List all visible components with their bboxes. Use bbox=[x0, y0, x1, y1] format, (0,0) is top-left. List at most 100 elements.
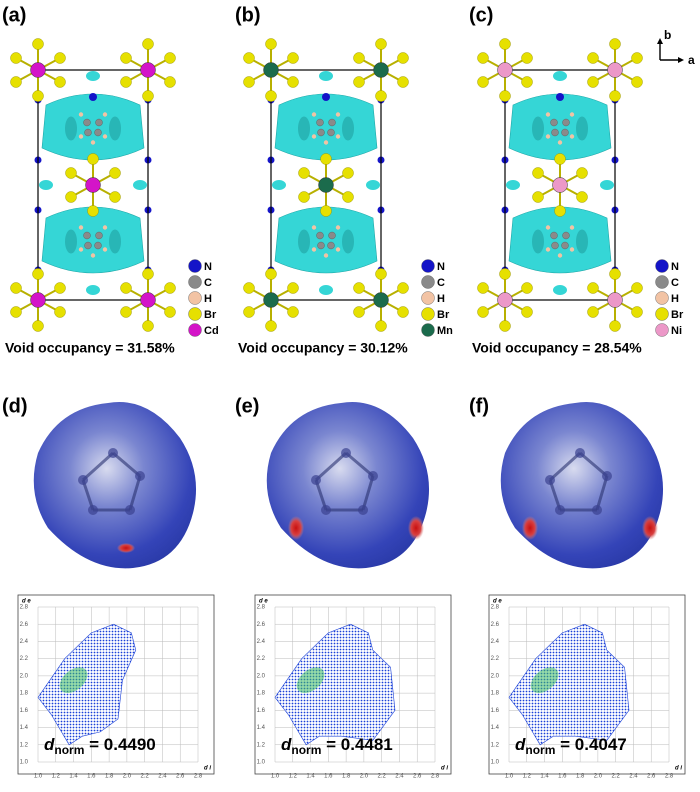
atom-metal bbox=[85, 177, 101, 193]
atom-br bbox=[265, 90, 277, 102]
legend-swatch bbox=[188, 291, 202, 305]
dnorm-subscript: norm bbox=[291, 743, 321, 757]
atom-metal bbox=[318, 177, 334, 193]
dnorm-symbol: d bbox=[44, 735, 55, 754]
atom-h bbox=[102, 247, 108, 252]
legend-swatch bbox=[655, 275, 669, 289]
atom-br bbox=[631, 306, 643, 318]
molecule-atom bbox=[575, 448, 585, 458]
molecule-bond bbox=[81, 451, 115, 482]
x-tick-label: 1.6 bbox=[87, 774, 96, 780]
void-surface bbox=[319, 71, 333, 81]
atom-br bbox=[532, 191, 544, 203]
atom-br bbox=[65, 191, 77, 203]
y-tick-label: 1.0 bbox=[257, 760, 266, 766]
y-tick-label: 1.8 bbox=[257, 691, 266, 697]
atom-br bbox=[353, 52, 365, 64]
legend-label: Mn bbox=[437, 325, 453, 337]
atom-h bbox=[569, 112, 575, 117]
contact-spot bbox=[522, 516, 538, 540]
legend-label: C bbox=[671, 277, 679, 289]
atom-br bbox=[320, 205, 332, 217]
atom-br bbox=[109, 167, 121, 179]
atom-br bbox=[54, 306, 66, 318]
contact-spot bbox=[288, 516, 304, 540]
atom-br bbox=[243, 306, 255, 318]
y-tick-label: 1.8 bbox=[491, 691, 500, 697]
legend-label: Br bbox=[671, 309, 684, 321]
atom-br bbox=[32, 90, 44, 102]
atom-metal bbox=[497, 292, 513, 308]
atom-br bbox=[87, 153, 99, 165]
legend-swatch bbox=[421, 323, 435, 337]
atom-c bbox=[561, 128, 569, 137]
void-surface bbox=[274, 206, 378, 274]
atom-br bbox=[375, 90, 387, 102]
atom-br bbox=[109, 191, 121, 203]
y-tick-label: 2.2 bbox=[257, 656, 266, 662]
atom-br bbox=[287, 282, 299, 294]
legend-swatch bbox=[421, 307, 435, 321]
atom-c bbox=[94, 241, 102, 250]
atom-br bbox=[521, 282, 533, 294]
atom-c bbox=[84, 128, 92, 137]
atom-c bbox=[328, 231, 336, 240]
unit-cell bbox=[504, 69, 616, 301]
atom-n bbox=[322, 93, 330, 101]
atom-h bbox=[90, 140, 96, 145]
axis-label: b bbox=[664, 28, 671, 42]
molecule-atom bbox=[592, 505, 602, 515]
x-axis-label: d i bbox=[675, 766, 682, 772]
x-tick-label: 2.2 bbox=[611, 774, 620, 780]
legend-swatch bbox=[655, 323, 669, 337]
atom-br bbox=[142, 320, 154, 332]
void-hole bbox=[298, 229, 310, 254]
molecule-bond bbox=[579, 451, 608, 478]
legend-swatch bbox=[655, 307, 669, 321]
x-tick-label: 1.8 bbox=[576, 774, 585, 780]
y-tick-label: 2.6 bbox=[257, 622, 266, 628]
y-tick-label: 2.6 bbox=[20, 622, 29, 628]
void-hole bbox=[109, 116, 121, 141]
panel-label: (f) bbox=[469, 395, 489, 417]
atom-br bbox=[477, 282, 489, 294]
fingerprint-points bbox=[274, 623, 396, 746]
molecule-bond bbox=[112, 451, 141, 478]
dnorm-symbol: d bbox=[281, 735, 292, 754]
y-tick-label: 2.4 bbox=[257, 639, 266, 645]
void-hole bbox=[532, 229, 544, 254]
panel: (a) NCH Br Cd Void occupancy = 31.58% (d) 1.0 1… bbox=[2, 4, 219, 779]
x-tick-label: 1.4 bbox=[540, 774, 549, 780]
y-tick-label: 2.2 bbox=[491, 656, 500, 662]
legend-label: N bbox=[671, 261, 679, 273]
atom-br bbox=[375, 320, 387, 332]
atom-br bbox=[554, 205, 566, 217]
atom-c bbox=[551, 241, 559, 250]
molecule-bond bbox=[345, 451, 374, 478]
y-tick-label: 1.0 bbox=[491, 760, 500, 766]
atom-br bbox=[142, 38, 154, 50]
atom-h bbox=[90, 253, 96, 258]
x-tick-label: 2.0 bbox=[123, 774, 132, 780]
atom-br bbox=[397, 52, 409, 64]
molecule-atom bbox=[321, 505, 331, 515]
y-tick-label: 1.2 bbox=[20, 742, 29, 748]
x-tick-label: 1.4 bbox=[306, 774, 315, 780]
molecule-atom bbox=[311, 475, 321, 485]
dnorm-value: = 0.4490 bbox=[84, 735, 155, 754]
atom-n bbox=[89, 93, 97, 101]
x-tick-label: 1.2 bbox=[289, 774, 298, 780]
fingerprint-points bbox=[508, 623, 630, 746]
atom-br bbox=[477, 76, 489, 88]
atom-br bbox=[631, 282, 643, 294]
atom-br bbox=[120, 52, 132, 64]
atom-h bbox=[335, 134, 341, 139]
void-surface bbox=[86, 285, 100, 295]
x-tick-label: 2.8 bbox=[431, 774, 440, 780]
atom-br bbox=[609, 90, 621, 102]
atom-c bbox=[317, 241, 325, 250]
atom-metal bbox=[607, 292, 623, 308]
atom-h bbox=[102, 134, 108, 139]
atom-br bbox=[32, 268, 44, 280]
